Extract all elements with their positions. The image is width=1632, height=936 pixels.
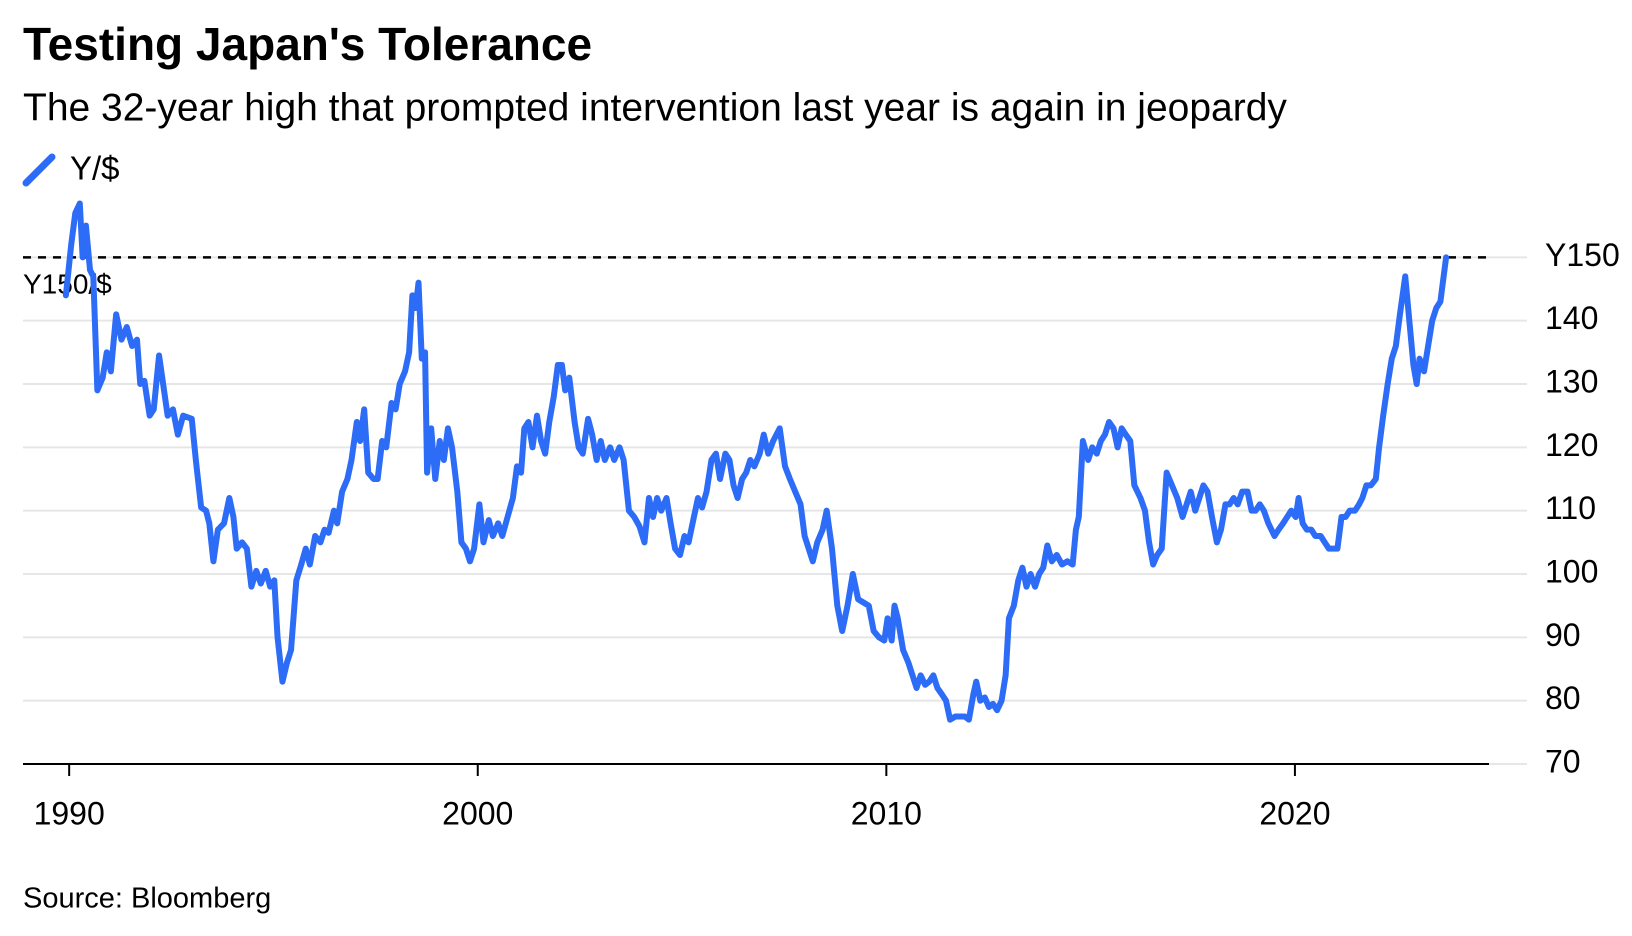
y-tick-label: 140	[1545, 300, 1598, 336]
y-tick-label: 70	[1545, 743, 1581, 779]
line-series	[62, 200, 1450, 723]
y-tick-label: 120	[1545, 427, 1598, 463]
x-tick-label: 2020	[1259, 795, 1330, 831]
y-tick-label: 110	[1545, 490, 1596, 526]
x-tick-label: 2010	[851, 795, 922, 831]
source: Source: Bloomberg	[23, 883, 271, 915]
y-tick-label: Y150	[1545, 237, 1620, 273]
chart-subtitle: The 32-year high that prompted intervent…	[23, 86, 1287, 129]
x-tick-label: 1990	[34, 795, 105, 831]
legend-swatch	[22, 153, 56, 187]
y-tick-label: 90	[1545, 617, 1581, 653]
y-tick-label: 100	[1545, 553, 1598, 589]
chart-title: Testing Japan's Tolerance	[23, 18, 592, 70]
legend-label: Y/$	[70, 150, 120, 187]
y-tick-label: 130	[1545, 363, 1598, 399]
y-tick-label: 80	[1545, 680, 1581, 716]
x-tick-label: 2000	[442, 795, 513, 831]
